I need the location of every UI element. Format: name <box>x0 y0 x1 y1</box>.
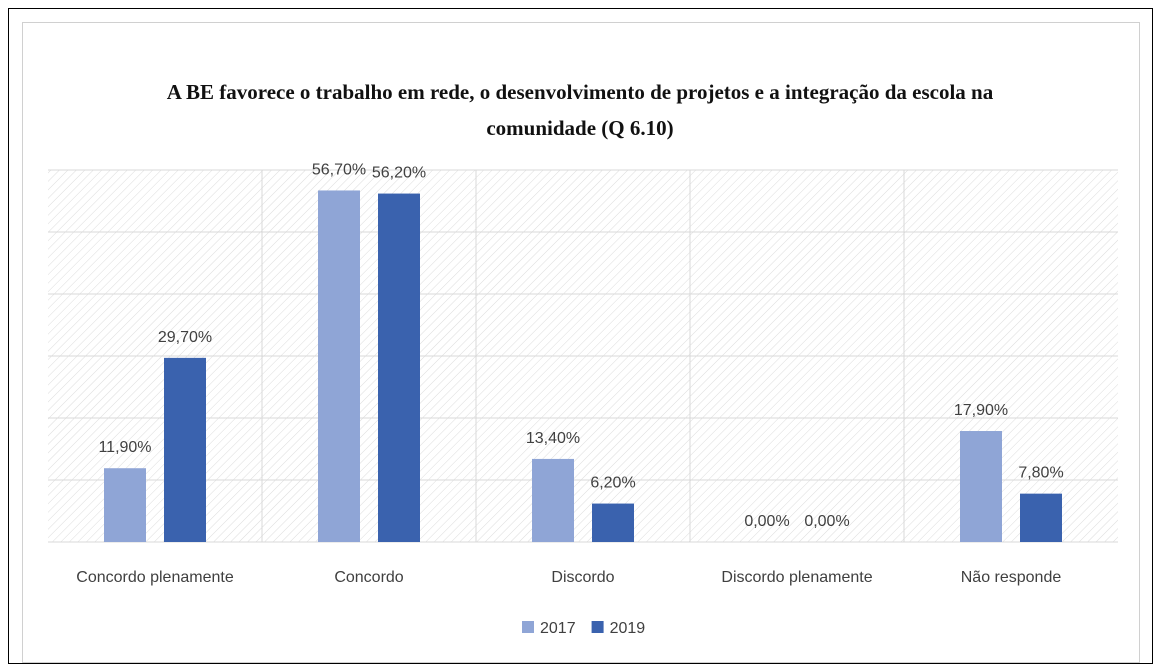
bar <box>318 190 360 542</box>
value-label: 17,90% <box>954 402 1008 419</box>
x-tick-label: Não responde <box>961 569 1062 586</box>
legend-swatch <box>591 621 604 633</box>
value-label: 6,20% <box>590 475 635 492</box>
value-label: 7,80% <box>1018 465 1063 482</box>
bar <box>104 468 146 542</box>
value-label: 29,70% <box>158 329 212 346</box>
bar <box>164 357 206 542</box>
legend-swatch <box>522 621 534 633</box>
legend-label: 2017 <box>540 620 576 637</box>
x-tick-label: Discordo plenamente <box>721 569 872 586</box>
value-label: 0,00% <box>744 513 789 530</box>
value-label: 0,00% <box>804 513 849 530</box>
bar <box>1020 493 1062 542</box>
x-tick-label: Discordo <box>551 569 614 586</box>
bar <box>378 193 420 542</box>
value-label: 56,70% <box>312 161 366 178</box>
chart-title: A BE favorece o trabalho em rede, o dese… <box>166 80 994 140</box>
value-label: 11,90% <box>98 439 151 456</box>
legend-label: 2019 <box>610 620 646 637</box>
bar <box>592 503 634 542</box>
value-label: 56,20% <box>372 165 426 182</box>
bar <box>960 431 1002 542</box>
bar <box>532 458 574 542</box>
x-tick-label: Concordo plenamente <box>76 569 234 586</box>
x-tick-label: Concordo <box>334 569 403 586</box>
value-label: 13,40% <box>526 430 580 447</box>
